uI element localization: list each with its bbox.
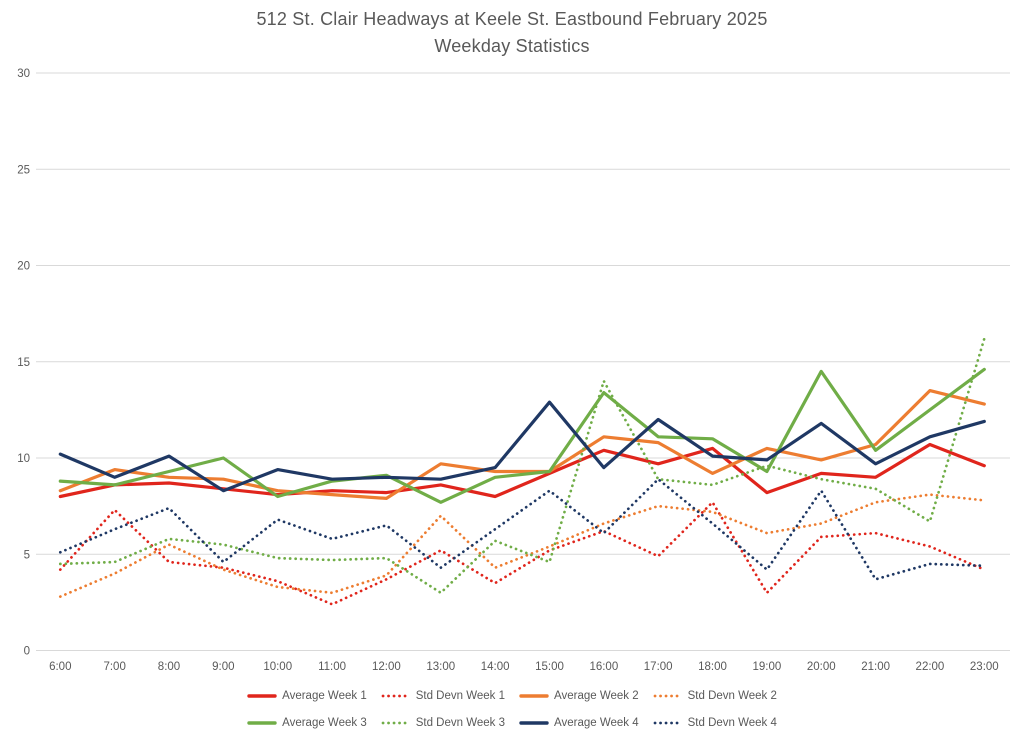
x-axis-label-12-00: 12:00 — [372, 661, 401, 673]
legend-label-std-devn-week-3: Std Devn Week 3 — [415, 717, 505, 729]
y-axis-label-30: 30 — [17, 68, 30, 80]
series-line-average-week-1 — [58, 442, 986, 499]
legend-swatch-std-devn-week-4-dotted-icon — [653, 721, 682, 725]
legend-row-2: Average Week 3 Std Devn Week 3 Average Wee… — [240, 710, 784, 736]
series-line-average-week-3 — [58, 367, 986, 504]
legend-label-average-week-4: Average Week 4 — [554, 717, 639, 729]
chart-title: 512 St. Clair Headways at Keele St. East… — [0, 6, 1024, 60]
legend-swatch-std-devn-week-3-dotted-icon — [381, 721, 411, 725]
chart-title-line2: Weekday Statistics — [434, 36, 590, 56]
x-axis-label-18-00: 18:00 — [698, 661, 727, 673]
y-axis-label-5: 5 — [24, 549, 30, 561]
series-line-std-devn-week-3 — [58, 337, 986, 595]
y-axis-label-25: 25 — [17, 164, 30, 176]
legend-swatch-average-week-1-line-icon — [247, 694, 277, 698]
legend-item-average-week-2: Average Week 2 — [519, 690, 639, 702]
legend-swatch-average-week-3-line-icon — [247, 721, 277, 725]
legend-item-std-devn-week-1: Std Devn Week 1 — [381, 690, 505, 702]
x-axis-label-21-00: 21:00 — [861, 661, 890, 673]
series-line-std-devn-week-4 — [58, 477, 986, 581]
legend-item-average-week-4: Average Week 4 — [519, 717, 639, 729]
x-axis-label-11-00: 11:00 — [318, 661, 346, 673]
x-axis-label-20-00: 20:00 — [807, 661, 836, 673]
legend-item-average-week-3: Average Week 3 — [247, 717, 367, 729]
legend-item-average-week-1: Average Week 1 — [247, 690, 367, 702]
x-axis-label-9-00: 9:00 — [212, 661, 234, 673]
legend-label-average-week-1: Average Week 1 — [282, 690, 367, 702]
series-line-average-week-4 — [58, 400, 986, 493]
series-line-std-devn-week-2 — [58, 493, 986, 598]
x-axis-label-17-00: 17:00 — [644, 661, 673, 673]
x-axis-label-16-00: 16:00 — [589, 661, 618, 673]
y-axis-label-20: 20 — [17, 261, 30, 273]
legend-label-std-devn-week-2: Std Devn Week 2 — [687, 690, 777, 702]
legend-label-std-devn-week-1: Std Devn Week 1 — [415, 690, 505, 702]
legend-item-std-devn-week-4: Std Devn Week 4 — [653, 717, 777, 729]
x-axis-label-6-00: 6:00 — [49, 661, 71, 673]
x-axis-label-10-00: 10:00 — [263, 661, 292, 673]
legend-label-average-week-3: Average Week 3 — [282, 717, 367, 729]
x-axis-label-23-00: 23:00 — [970, 661, 999, 673]
legend-label-std-devn-week-4: Std Devn Week 4 — [687, 717, 777, 729]
x-axis-label-22-00: 22:00 — [916, 661, 945, 673]
legend-row-1: Average Week 1 Std Devn Week 1 Average Wee… — [240, 683, 784, 709]
legend-swatch-std-devn-week-2-dotted-icon — [653, 694, 682, 698]
x-axis-label-7-00: 7:00 — [103, 661, 125, 673]
x-axis-label-19-00: 19:00 — [752, 661, 781, 673]
legend-item-std-devn-week-3: Std Devn Week 3 — [381, 717, 505, 729]
series-line-average-week-2 — [58, 389, 986, 500]
y-axis-label-0: 0 — [24, 646, 30, 658]
x-axis-label-14-00: 14:00 — [481, 661, 510, 673]
x-axis-label-13-00: 13:00 — [426, 661, 455, 673]
chart-title-line1: 512 St. Clair Headways at Keele St. East… — [256, 9, 768, 29]
legend-swatch-std-devn-week-1-dotted-icon — [381, 694, 411, 698]
x-axis-label-15-00: 15:00 — [535, 661, 564, 673]
legend-swatch-average-week-4-line-icon — [519, 721, 549, 725]
legend-label-average-week-2: Average Week 2 — [554, 690, 639, 702]
legend: Average Week 1 Std Devn Week 1 Average Wee… — [0, 683, 1024, 736]
legend-item-std-devn-week-2: Std Devn Week 2 — [653, 690, 777, 702]
legend-swatch-average-week-2-line-icon — [519, 694, 549, 698]
y-axis-label-15: 15 — [17, 357, 30, 369]
y-axis-label-10: 10 — [17, 453, 30, 465]
series-line-std-devn-week-1 — [58, 500, 986, 606]
x-axis-label-8-00: 8:00 — [158, 661, 180, 673]
